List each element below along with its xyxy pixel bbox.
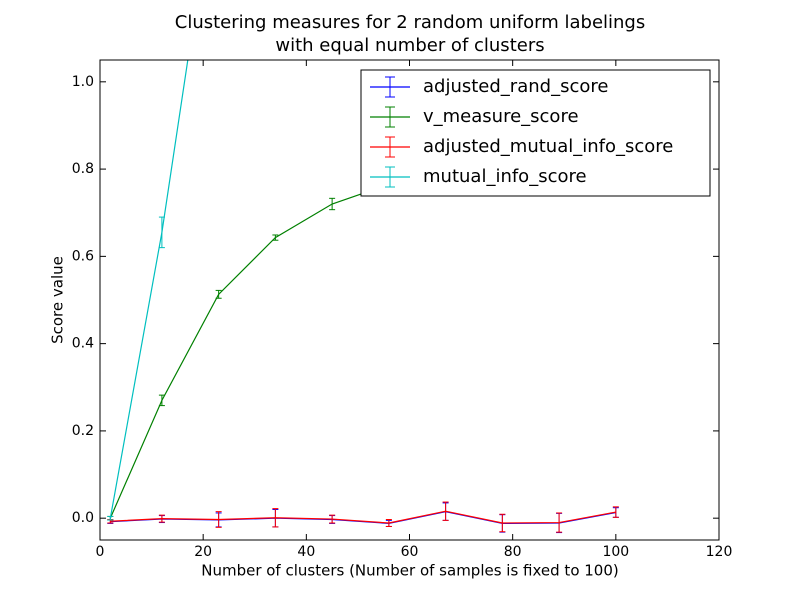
- series-line: [110, 510, 616, 524]
- y-tick-label: 0.4: [72, 336, 94, 352]
- legend-label: adjusted_rand_score: [423, 76, 608, 97]
- y-axis-label: Score value: [49, 256, 67, 344]
- error-bar: [272, 508, 279, 528]
- x-tick-label: 100: [602, 544, 629, 560]
- x-tick-label: 20: [194, 544, 212, 560]
- error-bar: [442, 501, 449, 521]
- x-axis-label: Number of clusters (Number of samples is…: [201, 562, 619, 580]
- chart-title: Clustering measures for 2 random uniform…: [175, 12, 645, 33]
- error-bar: [158, 216, 165, 249]
- error-bar: [329, 514, 336, 524]
- error-bar: [158, 394, 165, 407]
- y-tick-label: 0.0: [72, 510, 94, 526]
- error-bar: [612, 506, 619, 518]
- legend-label: adjusted_mutual_info_score: [423, 136, 673, 157]
- x-tick-label: 120: [706, 544, 733, 560]
- axes-frame: [99, 59, 720, 541]
- error-bar: [385, 518, 392, 527]
- error-bar: [215, 289, 222, 299]
- y-tick-label: 1.0: [72, 74, 94, 90]
- error-bar: [499, 513, 506, 533]
- legend: adjusted_rand_score v_measure_scoreadjust…: [360, 69, 711, 197]
- x-tick-label: 40: [297, 544, 315, 560]
- legend-label: v_measure_score: [423, 106, 579, 127]
- error-bar: [158, 514, 165, 523]
- legend-box: [360, 69, 711, 197]
- chart-title: with equal number of clusters: [275, 35, 544, 56]
- error-bar: [215, 511, 222, 528]
- legend-label: mutual_info_score: [423, 166, 587, 187]
- error-bar: [329, 197, 336, 211]
- error-bar: [107, 515, 114, 521]
- y-tick-label: 0.6: [72, 248, 94, 264]
- y-tick-label: 0.8: [72, 161, 94, 177]
- error-bar: [556, 512, 563, 533]
- x-tick-label: 0: [96, 544, 105, 560]
- y-tick-label: 0.2: [72, 423, 94, 439]
- x-tick-label: 60: [401, 544, 419, 560]
- error-bar: [272, 234, 279, 241]
- x-tick-label: 80: [504, 544, 522, 560]
